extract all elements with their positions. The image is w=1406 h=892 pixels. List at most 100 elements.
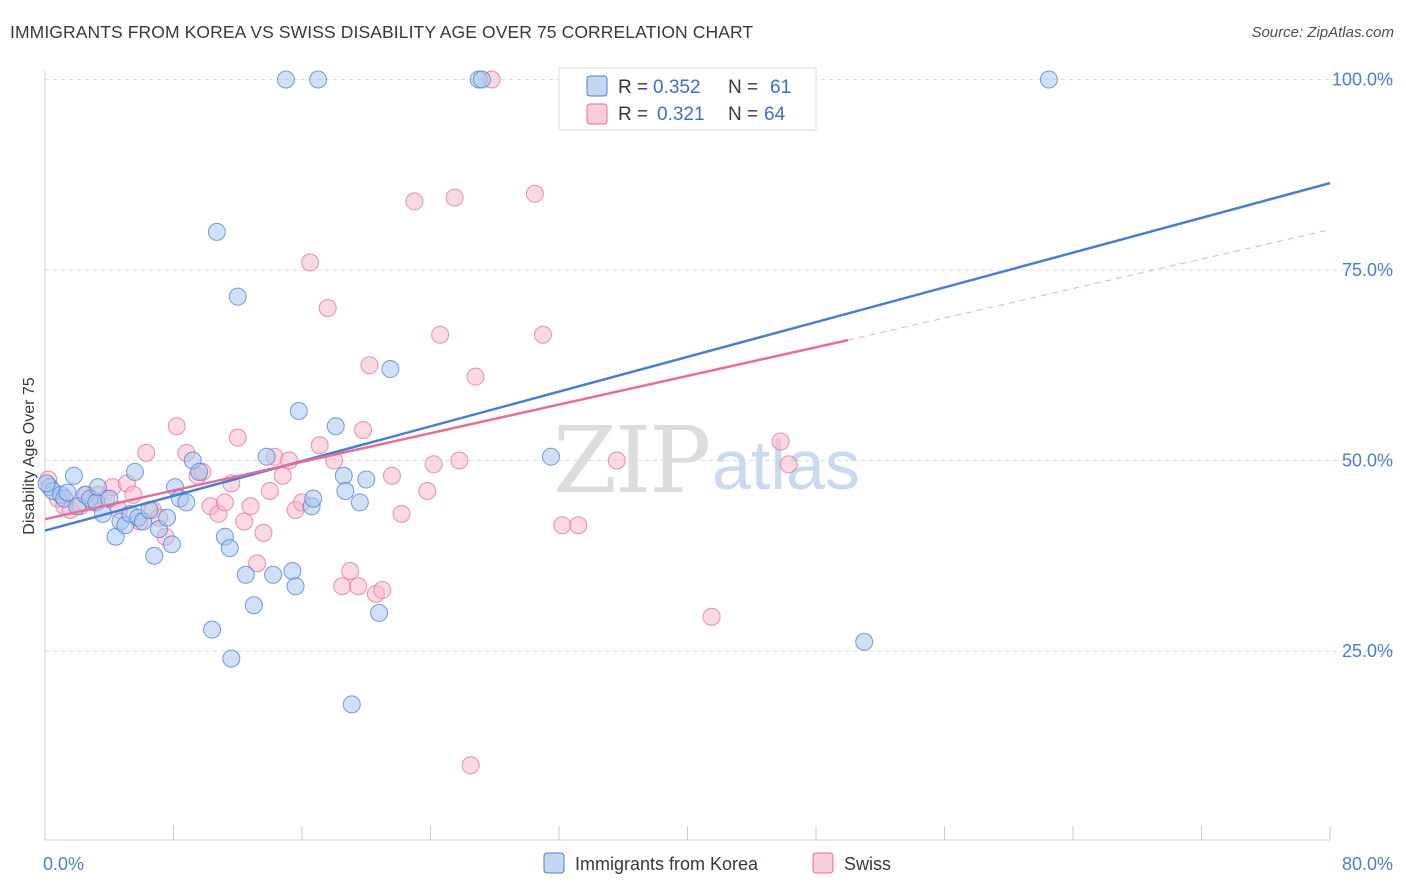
point-korea-50 bbox=[381, 360, 400, 379]
point-swiss-38 bbox=[310, 436, 329, 455]
point-swiss-65 bbox=[771, 432, 790, 451]
legend-korea-n-label: N = bbox=[728, 77, 758, 98]
point-korea-22 bbox=[158, 508, 177, 527]
point-korea-4 bbox=[64, 466, 83, 485]
legend-swiss-n-value: 64 bbox=[764, 104, 786, 125]
point-swiss-42 bbox=[341, 561, 360, 580]
point-korea-57 bbox=[855, 632, 874, 651]
point-korea-56 bbox=[541, 447, 560, 466]
point-korea-43 bbox=[309, 70, 328, 89]
point-korea-36 bbox=[264, 565, 283, 584]
point-korea-42 bbox=[304, 489, 323, 508]
axes bbox=[44, 70, 1331, 841]
point-korea-44 bbox=[326, 417, 345, 436]
legend: R = 0.352 N = 61 R = 0.321 N = 64 bbox=[558, 67, 817, 131]
point-swiss-24 bbox=[215, 493, 234, 512]
point-swiss-56 bbox=[461, 756, 480, 775]
trend-lines bbox=[44, 181, 1331, 532]
point-swiss-28 bbox=[241, 497, 260, 516]
point-korea-46 bbox=[336, 481, 355, 500]
point-swiss-31 bbox=[260, 481, 279, 500]
point-swiss-55 bbox=[450, 451, 469, 470]
point-swiss-54 bbox=[445, 188, 464, 207]
point-korea-58 bbox=[1039, 70, 1058, 89]
legend-korea-n-value: 61 bbox=[770, 77, 791, 98]
point-swiss-26 bbox=[228, 428, 247, 447]
point-swiss-48 bbox=[382, 466, 401, 485]
bottom-legend-swatch-korea bbox=[543, 852, 565, 874]
series-korea-points bbox=[37, 70, 1058, 714]
point-korea-16 bbox=[125, 462, 144, 481]
point-swiss-49 bbox=[392, 504, 411, 523]
point-korea-9 bbox=[89, 478, 108, 497]
point-swiss-64 bbox=[702, 607, 721, 626]
trend-line-swiss-extended bbox=[848, 229, 1331, 341]
point-swiss-59 bbox=[525, 184, 544, 203]
legend-swiss-n-label: N = bbox=[728, 104, 758, 125]
point-swiss-44 bbox=[354, 421, 373, 440]
point-swiss-18 bbox=[167, 417, 186, 436]
watermark: ZIP atlas bbox=[553, 407, 860, 514]
x-tick-label-min: 0.0% bbox=[43, 854, 84, 874]
point-korea-31 bbox=[220, 539, 239, 558]
y-tick-label-100: 100.0% bbox=[1332, 70, 1393, 90]
point-korea-49 bbox=[370, 603, 389, 622]
point-korea-48 bbox=[357, 470, 376, 489]
point-swiss-61 bbox=[553, 516, 572, 535]
point-korea-33 bbox=[236, 565, 255, 584]
point-swiss-52 bbox=[424, 455, 443, 474]
point-korea-34 bbox=[244, 596, 263, 615]
bottom-legend: Immigrants from Korea Swiss bbox=[543, 852, 891, 874]
point-swiss-50 bbox=[405, 192, 424, 211]
point-korea-47 bbox=[350, 493, 369, 512]
point-korea-23 bbox=[162, 535, 181, 554]
point-swiss-39 bbox=[318, 299, 337, 318]
y-axis-label: Disability Age Over 75 bbox=[21, 377, 38, 535]
grid-lines bbox=[45, 79, 1393, 652]
chart-title: IMMIGRANTS FROM KOREA VS SWISS DISABILIT… bbox=[10, 22, 754, 42]
point-swiss-27 bbox=[235, 512, 254, 531]
point-swiss-33 bbox=[273, 466, 292, 485]
legend-korea-r-label: R = bbox=[618, 77, 648, 98]
x-tick-label-max: 80.0% bbox=[1342, 854, 1393, 874]
legend-swatch-korea bbox=[586, 75, 608, 97]
point-korea-59 bbox=[37, 474, 56, 493]
point-korea-35 bbox=[257, 447, 276, 466]
point-swiss-62 bbox=[569, 516, 588, 535]
point-korea-32 bbox=[228, 287, 247, 306]
point-swiss-14 bbox=[137, 443, 156, 462]
point-swiss-41 bbox=[333, 577, 352, 596]
trend-line-swiss bbox=[44, 338, 849, 521]
legend-swatch-swiss bbox=[586, 103, 608, 125]
point-swiss-43 bbox=[349, 577, 368, 596]
bottom-legend-korea-label: Immigrants from Korea bbox=[575, 854, 759, 874]
point-swiss-47 bbox=[373, 581, 392, 600]
point-korea-53 bbox=[203, 620, 222, 639]
point-swiss-53 bbox=[431, 325, 450, 344]
point-swiss-57 bbox=[466, 367, 485, 386]
legend-korea-r-value: 0.352 bbox=[653, 77, 701, 98]
bottom-legend-swatch-swiss bbox=[812, 852, 834, 874]
point-korea-60 bbox=[58, 483, 77, 502]
point-korea-45 bbox=[334, 466, 353, 485]
point-korea-20 bbox=[145, 546, 164, 565]
point-swiss-51 bbox=[418, 481, 437, 500]
point-korea-26 bbox=[177, 493, 196, 512]
legend-swiss-r-value: 0.321 bbox=[657, 104, 705, 125]
point-swiss-37 bbox=[301, 253, 320, 272]
watermark-zip: ZIP bbox=[553, 407, 709, 514]
point-korea-28 bbox=[190, 462, 209, 481]
y-tick-labels: 25.0% 50.0% 75.0% 100.0% bbox=[1332, 70, 1393, 662]
point-korea-37 bbox=[276, 70, 295, 89]
point-swiss-45 bbox=[360, 356, 379, 375]
point-swiss-29 bbox=[248, 554, 267, 573]
y-tick-label-75: 75.0% bbox=[1342, 260, 1393, 280]
point-swiss-30 bbox=[254, 523, 273, 542]
y-tick-label-50: 50.0% bbox=[1342, 451, 1393, 471]
point-swiss-66 bbox=[779, 455, 798, 474]
point-korea-29 bbox=[207, 222, 226, 241]
source-label: Source: ZipAtlas.com bbox=[1251, 24, 1394, 41]
legend-swiss-r-label: R = bbox=[618, 104, 648, 125]
bottom-legend-swiss-label: Swiss bbox=[844, 854, 891, 874]
